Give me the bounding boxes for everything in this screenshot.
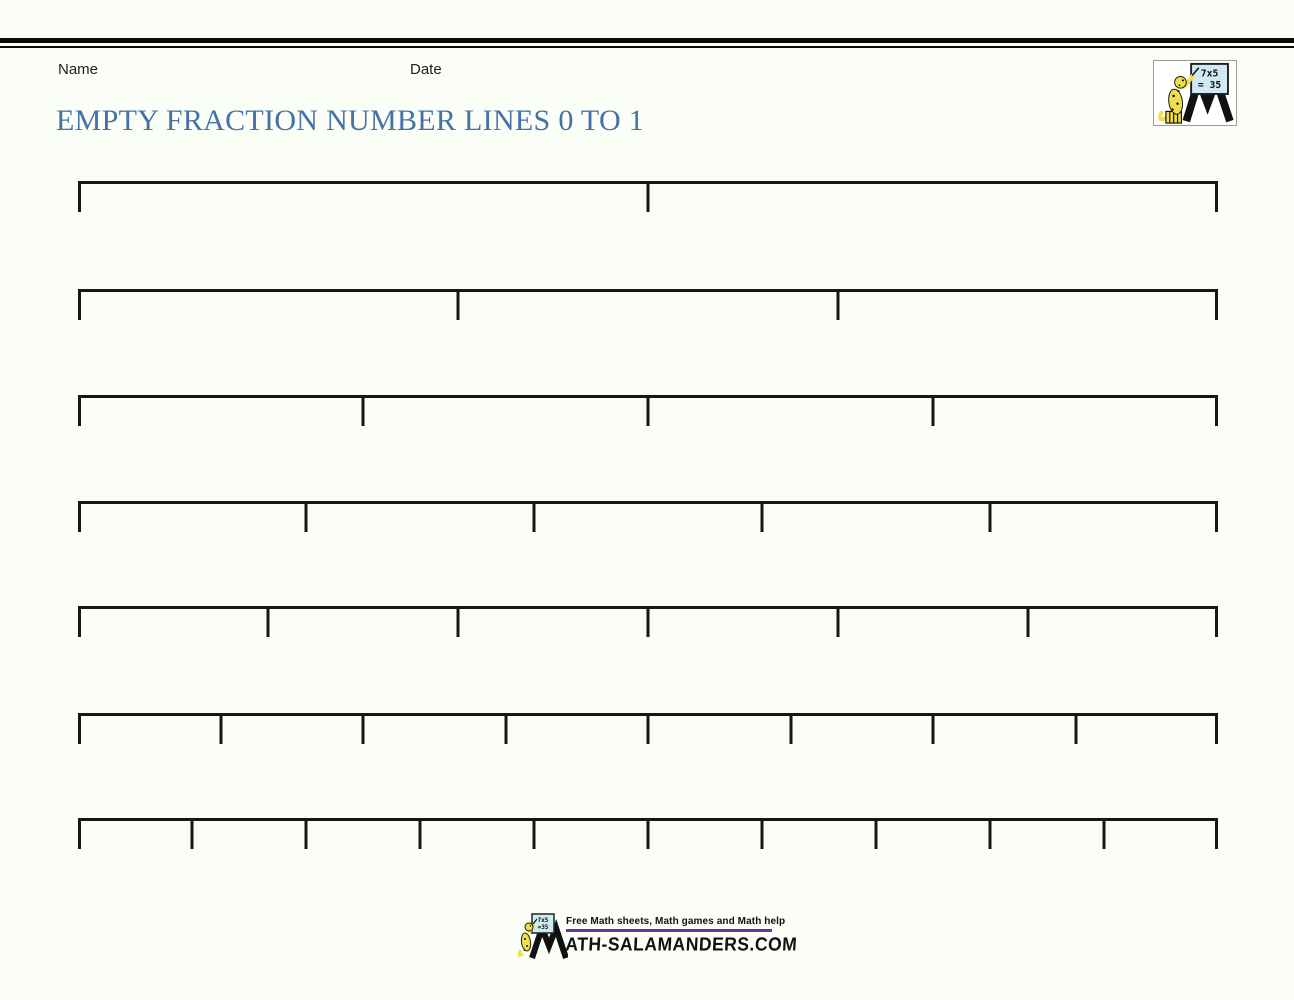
- tick-mark: [78, 713, 81, 744]
- number-line-2-segments: [78, 181, 1218, 212]
- tick-mark: [78, 395, 81, 426]
- footer-tagline: Free Math sheets, Math games and Math he…: [566, 916, 786, 927]
- tick-mark: [836, 606, 840, 637]
- date-label: Date: [410, 61, 442, 78]
- tick-mark: [1215, 818, 1218, 849]
- tick-mark: [874, 818, 878, 849]
- top-rule-thick: [0, 38, 1294, 43]
- tick-mark: [1215, 289, 1218, 320]
- tick-mark: [646, 713, 650, 744]
- tick-mark: [304, 501, 308, 532]
- tick-mark: [266, 606, 270, 637]
- tick-mark: [304, 818, 308, 849]
- tick-mark: [931, 395, 935, 426]
- number-line-6-segments: [78, 606, 1218, 637]
- tick-mark: [504, 713, 507, 744]
- tick-mark: [190, 818, 194, 849]
- name-label: Name: [58, 61, 99, 78]
- tick-mark: [1026, 606, 1030, 637]
- salamander-logo-icon: 7x5 = 35: [1158, 62, 1234, 124]
- footer-board-line1: 7x5: [538, 917, 549, 924]
- page-title: EMPTY FRACTION NUMBER LINES 0 TO 1: [56, 104, 645, 137]
- tick-mark: [931, 713, 935, 744]
- footer-brand: 7x5 =35 Free Math sheets, Math games and…: [518, 912, 798, 960]
- number-line-rule: [78, 501, 1218, 504]
- tick-mark: [78, 501, 81, 532]
- tick-mark: [532, 501, 536, 532]
- number-line-10-segments: [78, 818, 1218, 849]
- tick-mark: [418, 818, 422, 849]
- tick-mark: [1215, 181, 1218, 212]
- tick-mark: [1215, 501, 1218, 532]
- logo-board-line2: = 35: [1198, 80, 1221, 91]
- tick-mark: [361, 395, 365, 426]
- tick-mark: [988, 501, 992, 532]
- tick-mark: [219, 713, 222, 744]
- brand-logo-box: 7x5 = 35: [1153, 60, 1237, 126]
- tick-mark: [456, 606, 460, 637]
- tick-mark: [456, 289, 460, 320]
- tick-mark: [646, 181, 650, 212]
- tick-mark: [1215, 395, 1218, 426]
- footer-board-line2: =35: [538, 924, 549, 931]
- tick-mark: [1102, 818, 1106, 849]
- tick-mark: [1074, 713, 1077, 744]
- logo-board-line1: 7x5: [1201, 69, 1219, 80]
- tick-mark: [78, 181, 81, 212]
- footer-purple-rule: [566, 929, 772, 932]
- footer-wordmark: ATH-SALAMANDERS.COM: [564, 933, 798, 955]
- number-line-rule: [78, 289, 1218, 292]
- tick-mark: [646, 818, 650, 849]
- number-line-3-segments: [78, 289, 1218, 320]
- number-line-8-segments: [78, 713, 1218, 744]
- tick-mark: [760, 818, 764, 849]
- tick-mark: [78, 818, 81, 849]
- top-rule-thin: [0, 46, 1294, 48]
- tick-mark: [1215, 713, 1218, 744]
- tick-mark: [988, 818, 992, 849]
- tick-mark: [646, 606, 650, 637]
- number-line-5-segments: [78, 501, 1218, 532]
- tick-mark: [789, 713, 792, 744]
- tick-mark: [836, 289, 840, 320]
- tick-mark: [760, 501, 764, 532]
- tick-mark: [1215, 606, 1218, 637]
- tick-mark: [78, 606, 81, 637]
- tick-mark: [361, 713, 365, 744]
- tick-mark: [532, 818, 536, 849]
- number-line-4-segments: [78, 395, 1218, 426]
- tick-mark: [78, 289, 81, 320]
- tick-mark: [646, 395, 650, 426]
- footer-salamander-icon: 7x5 =35: [518, 912, 568, 960]
